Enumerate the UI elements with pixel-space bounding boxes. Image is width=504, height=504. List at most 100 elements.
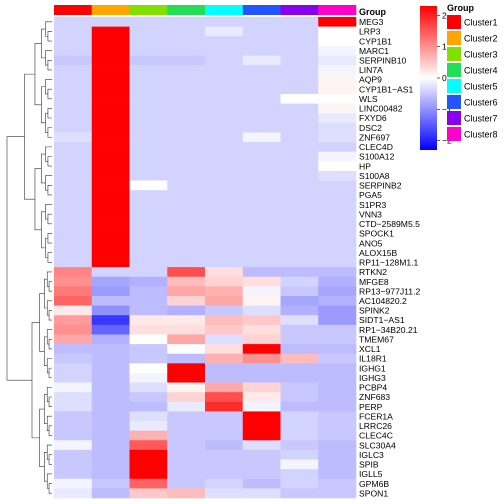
heatmap-cell [205,430,244,441]
heatmap-cell [280,430,319,441]
heatmap-cell [318,247,357,258]
heatmap-cell [205,161,244,172]
heatmap-cell [129,478,168,489]
heatmap-cell [91,382,130,393]
heatmap-cell [242,315,281,326]
heatmap-cell [129,190,168,201]
heatmap-cell [205,93,244,104]
heatmap-cell [318,45,357,56]
heatmap-cell [167,74,206,85]
dendrogram-branch [46,415,52,431]
heatmap-cell [54,276,93,287]
heatmap-cell [129,421,168,431]
row-label: DSC2 [359,123,382,133]
heatmap-cell [91,469,130,480]
heatmap-cell [242,17,281,27]
heatmap-cell [167,276,206,287]
heatmap-cell [129,132,168,143]
row-label: SPINK2 [359,306,390,316]
heatmap-cell [205,257,244,268]
heatmap-cell [318,142,357,152]
heatmap-cell [242,353,281,364]
heatmap-cell [280,36,319,47]
heatmap-cell [129,113,168,124]
dendrogram-branch [39,293,45,352]
heatmap-cell [167,170,206,181]
heatmap-cell [280,45,319,56]
heatmap-cell [167,449,206,460]
heatmap-cell [54,382,93,393]
heatmap-cell [280,324,319,335]
heatmap-cell [167,238,206,249]
heatmap-cell [167,459,206,470]
heatmap-cell [54,488,93,499]
row-dendrogram [6,21,52,494]
heatmap-cell [91,430,130,441]
heatmap-cell [91,324,130,335]
row-label: CYP1B1−AS1 [359,84,413,94]
heatmap-cell [129,36,168,47]
heatmap-cell [129,315,168,326]
heatmap-cell [167,324,206,335]
heatmap-cell [205,55,244,66]
heatmap-cell [167,84,206,95]
heatmap-cell [167,392,206,403]
heatmap-cell [167,65,206,76]
heatmap-cell [280,363,319,374]
heatmap-cell [167,151,206,162]
dendrogram-branch [34,168,42,231]
heatmap-cell [91,276,130,287]
heatmap-cell [280,74,319,85]
heatmap-cell [280,122,319,133]
heatmap-cell [280,257,319,268]
heatmap-cell [54,421,93,431]
dendrogram-branch [39,408,45,468]
row-label: WLS [359,94,378,104]
heatmap-cell [129,219,168,229]
heatmap-cell [54,84,93,95]
heatmap-cell [54,295,93,306]
dendrogram-branch [47,252,52,263]
heatmap-cell [318,449,357,460]
heatmap-cell [242,421,281,431]
dendrogram-branch [48,281,52,292]
heatmap-cell [167,267,206,278]
dendrogram-branch [41,28,46,59]
heatmap-cell [167,55,206,66]
legend-label: Cluster5 [464,82,498,92]
heatmap-cell [54,65,93,76]
legend-swatch [447,79,461,93]
heatmap-cell [129,344,168,354]
heatmap-cell [318,17,357,27]
annotation-cluster5 [205,5,244,15]
heatmap-cell [129,238,168,249]
heatmap-cell [280,113,319,124]
heatmap-cell [91,113,130,124]
heatmap-cell [54,228,93,239]
heatmap-cell [129,199,168,210]
heatmap-cell [167,122,206,133]
heatmap-cell [280,411,319,422]
heatmap-cell [318,113,357,124]
heatmap-cell [129,209,168,220]
colorbar-tick-label: 2 [442,10,447,20]
heatmap-cell [167,430,206,441]
heatmap-cell [129,440,168,451]
heatmap-cell [242,344,281,354]
heatmap-cell [280,478,319,489]
heatmap-cell [91,84,130,95]
heatmap-cell [280,469,319,480]
heatmap-cell [280,459,319,470]
heatmap-cell [129,353,168,364]
heatmap-cell [54,209,93,220]
heatmap-cell [318,276,357,287]
heatmap-cell [91,55,130,66]
heatmap-cell [318,382,357,393]
heatmap-cell [205,334,244,345]
heatmap-cell [167,209,206,220]
heatmap-cell [318,257,357,268]
heatmap-cell [318,161,357,172]
row-label: PERP [359,402,383,412]
heatmap-cell [54,247,93,258]
